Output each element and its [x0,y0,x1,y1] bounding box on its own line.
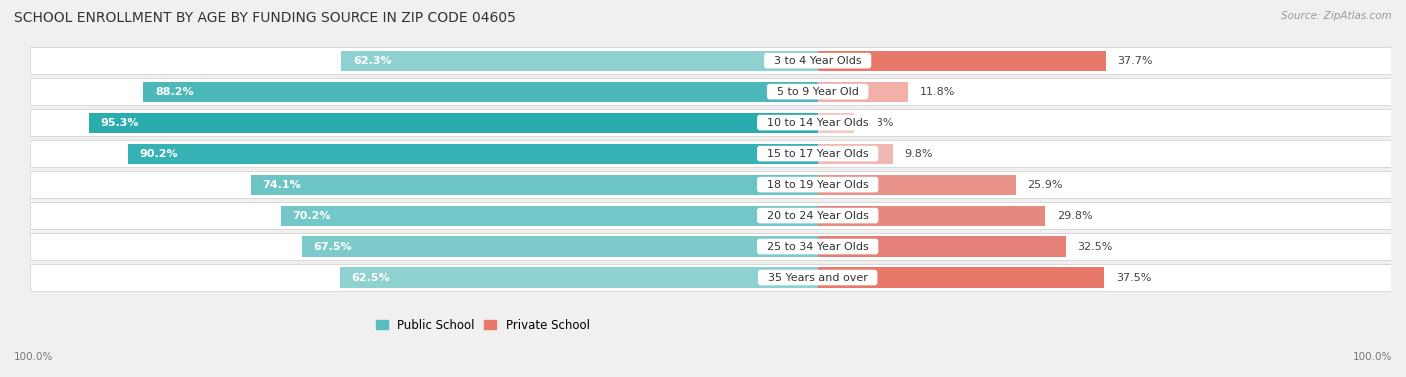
Bar [143,81,818,102]
Text: 10 to 14 Year Olds: 10 to 14 Year Olds [759,118,876,128]
Text: 35 Years and over: 35 Years and over [761,273,875,282]
Text: 29.8%: 29.8% [1057,211,1092,221]
Text: 18 to 19 Year Olds: 18 to 19 Year Olds [759,179,876,190]
Bar [31,109,1406,136]
Bar [31,202,1406,229]
Text: 37.5%: 37.5% [1116,273,1152,282]
Text: 100.0%: 100.0% [1353,352,1392,362]
Bar [31,78,1406,105]
Bar [818,113,855,133]
Text: 20 to 24 Year Olds: 20 to 24 Year Olds [759,211,876,221]
Text: 62.3%: 62.3% [353,56,391,66]
Bar [31,233,1406,260]
Bar [128,144,818,164]
Text: SCHOOL ENROLLMENT BY AGE BY FUNDING SOURCE IN ZIP CODE 04605: SCHOOL ENROLLMENT BY AGE BY FUNDING SOUR… [14,11,516,25]
Text: 62.5%: 62.5% [352,273,389,282]
Text: 4.8%: 4.8% [866,118,894,128]
Text: 32.5%: 32.5% [1077,242,1114,251]
Bar [818,205,1046,226]
Text: 9.8%: 9.8% [904,149,932,159]
Bar [252,175,818,195]
Text: 100.0%: 100.0% [14,352,53,362]
Bar [818,81,908,102]
Text: 90.2%: 90.2% [139,149,179,159]
Bar [89,113,818,133]
Text: 3 to 4 Year Olds: 3 to 4 Year Olds [766,56,869,66]
Bar [818,175,1015,195]
Text: 5 to 9 Year Old: 5 to 9 Year Old [769,87,866,97]
Text: 11.8%: 11.8% [920,87,955,97]
Bar [342,51,818,71]
Bar [818,144,893,164]
Bar [340,267,818,288]
Text: Source: ZipAtlas.com: Source: ZipAtlas.com [1281,11,1392,21]
Bar [31,141,1406,167]
Text: 74.1%: 74.1% [263,179,301,190]
Bar [818,267,1104,288]
Text: 37.7%: 37.7% [1118,56,1153,66]
Text: 70.2%: 70.2% [292,211,330,221]
Text: 95.3%: 95.3% [101,118,139,128]
Bar [31,48,1406,74]
Bar [302,236,818,257]
Text: 15 to 17 Year Olds: 15 to 17 Year Olds [759,149,876,159]
Bar [281,205,818,226]
Text: 88.2%: 88.2% [155,87,194,97]
Text: 25 to 34 Year Olds: 25 to 34 Year Olds [759,242,876,251]
Legend: Public School, Private School: Public School, Private School [377,319,589,332]
Text: 25.9%: 25.9% [1028,179,1063,190]
Bar [818,51,1107,71]
Text: 67.5%: 67.5% [314,242,352,251]
Bar [818,236,1066,257]
Bar [31,172,1406,198]
Bar [31,264,1406,291]
